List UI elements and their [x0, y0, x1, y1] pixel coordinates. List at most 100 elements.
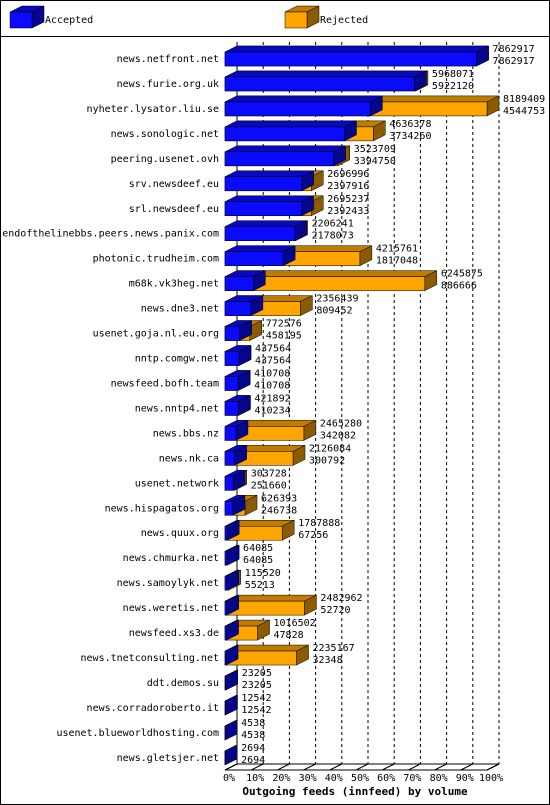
tick-mark: [277, 763, 290, 771]
x-tick-label: 20%: [272, 773, 290, 784]
value-label-total: 2126084: [309, 443, 351, 454]
value-label-accepted: 12542: [241, 705, 271, 716]
value-label-total: 2482962: [320, 593, 362, 604]
value-label-accepted: 809452: [316, 306, 352, 317]
y-tick-label: news.chmurka.net: [123, 553, 219, 564]
bar-accepted-top: [224, 70, 427, 78]
bar-accepted: [224, 201, 302, 217]
bar-accepted: [224, 575, 228, 591]
value-label-accepted: 300792: [309, 455, 345, 466]
y-tick-label: ddt.demos.su: [147, 678, 219, 689]
x-tick-label: 0%: [223, 773, 235, 784]
value-label-accepted: 32348: [313, 655, 343, 666]
value-label-total: 2235167: [313, 643, 355, 654]
bar-accepted: [224, 126, 345, 142]
value-label-total: 2696996: [327, 169, 369, 180]
value-label-accepted: 342082: [320, 430, 356, 441]
x-tick-label: 60%: [377, 773, 395, 784]
value-label-accepted: 7862917: [493, 56, 535, 67]
bar-accepted: [224, 176, 302, 192]
bar-accepted: [224, 675, 226, 691]
value-label-accepted: 251660: [251, 480, 287, 491]
bar-accepted-top: [224, 195, 314, 203]
x-tick-label: 50%: [351, 773, 369, 784]
value-label-total: 6245875: [441, 269, 483, 280]
tick-mark: [250, 763, 264, 771]
bar-accepted: [224, 51, 477, 67]
value-label-total: 5968071: [432, 69, 474, 80]
bar-accepted: [224, 525, 228, 541]
value-label-total: 1787888: [298, 518, 340, 529]
value-label-total: 421892: [254, 393, 290, 404]
value-label-total: 4538: [241, 718, 265, 729]
bar-accepted-top: [224, 95, 383, 103]
value-label-accepted: 3734260: [389, 131, 431, 142]
chart-title: Outgoing feeds (innfeed) by volume: [242, 785, 468, 798]
bar-accepted: [224, 501, 234, 516]
legend-label: Accepted: [45, 15, 93, 26]
value-label-total: 115520: [245, 568, 281, 579]
bar-accepted-top: [224, 120, 357, 128]
y-tick-label: usenet.blueworldhosting.com: [56, 728, 219, 739]
value-label-accepted: 47828: [274, 630, 304, 641]
bar-accepted: [224, 226, 295, 241]
value-label-accepted: 55213: [245, 580, 275, 591]
value-label-accepted: 67256: [298, 530, 328, 541]
value-label-accepted: 3394750: [354, 156, 396, 167]
value-label-accepted: 23205: [242, 680, 272, 691]
value-label-total: 626393: [261, 493, 297, 504]
tick-mark: [381, 763, 395, 771]
bar-accepted: [224, 326, 240, 341]
bar-accepted-top: [224, 45, 489, 53]
y-tick-label: peering.usenet.ovh: [111, 154, 219, 165]
y-tick-label: srl.newsdeef.eu: [129, 204, 219, 215]
y-tick-label: nyheter.lysator.liu.se: [87, 104, 219, 115]
legend-label: Rejected: [320, 15, 368, 26]
y-tick-label: news.nk.ca: [159, 453, 219, 464]
value-label-accepted: 2178073: [312, 231, 354, 242]
y-tick-label: news.samoylyk.net: [117, 578, 219, 589]
value-label-accepted: 2392433: [327, 206, 369, 217]
y-tick-label: m68k.vk3heg.net: [129, 279, 219, 290]
y-tick-label: newsfeed.xs3.de: [129, 628, 219, 639]
x-tick-label: 40%: [325, 773, 343, 784]
tick-mark: [224, 763, 238, 771]
bar-accepted-top: [224, 170, 314, 178]
y-tick-label: news.nntp4.net: [135, 403, 219, 414]
value-label-accepted: 410234: [254, 405, 290, 416]
y-tick-label: news.gletsjer.net: [117, 753, 219, 764]
tick-mark: [486, 763, 500, 771]
value-label-total: 8189409: [503, 94, 545, 105]
legend-swatch: [9, 11, 33, 29]
value-label-total: 303728: [251, 468, 287, 479]
bar-accepted: [224, 625, 227, 641]
tick-mark: [355, 763, 369, 771]
bar-accepted: [224, 276, 254, 291]
x-tick-label: 10%: [246, 773, 264, 784]
value-label-total: 7862917: [493, 44, 535, 55]
tick-mark: [408, 763, 421, 771]
bar-accepted: [224, 401, 239, 416]
value-label-total: 23205: [242, 668, 272, 679]
bar-accepted: [224, 76, 415, 92]
y-tick-label: srv.newsdeef.eu: [129, 179, 219, 190]
value-label-accepted: 437564: [255, 356, 291, 367]
y-tick-label: news.dne3.net: [141, 304, 219, 315]
legend-swatch: [284, 11, 308, 29]
value-label-total: 410708: [254, 368, 290, 379]
tick-mark: [303, 763, 316, 771]
bar-accepted: [224, 426, 237, 441]
bar-accepted: [224, 351, 240, 366]
value-label-accepted: 64085: [243, 555, 273, 566]
value-label-total: 2356439: [316, 294, 358, 305]
bar-accepted: [224, 550, 228, 566]
value-label-total: 64085: [243, 543, 273, 554]
value-label-accepted: 2694: [241, 755, 265, 766]
y-tick-label: news.sonologic.net: [111, 129, 219, 140]
y-tick-label: news.hispagatos.org: [105, 503, 219, 514]
bar-accepted: [224, 301, 252, 316]
bar-accepted: [224, 376, 239, 391]
value-label-accepted: 4538: [241, 730, 265, 741]
y-tick-label: endofthelinebbs.peers.news.panix.com: [2, 229, 219, 240]
